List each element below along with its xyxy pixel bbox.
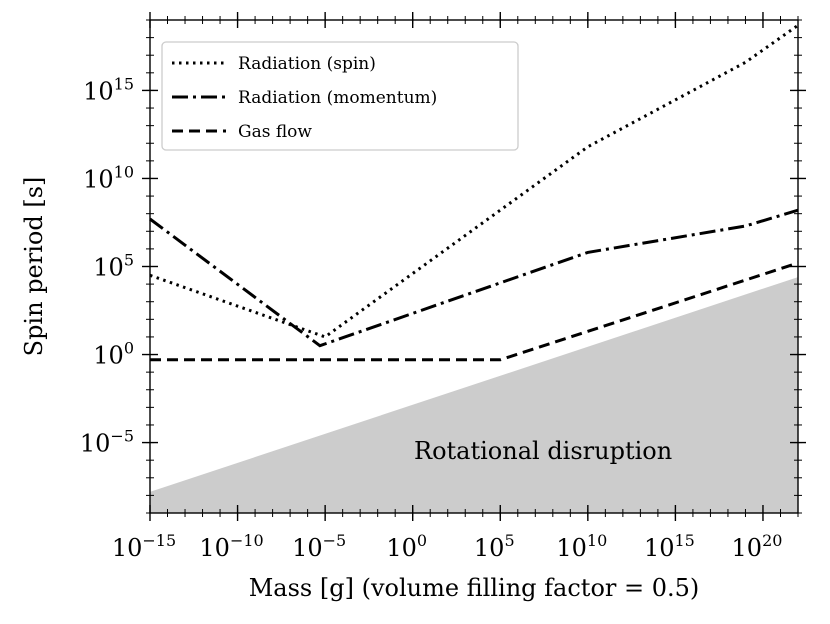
legend-label: Radiation (spin)	[238, 54, 376, 74]
x-axis-label: Mass [g] (volume filling factor = 0.5)	[249, 574, 700, 602]
y-tick-label: 1010	[83, 162, 134, 193]
x-tick-label: 10−5	[292, 531, 346, 562]
y-axis-label: Spin period [s]	[20, 177, 48, 357]
x-tick-label: 10−15	[112, 531, 176, 562]
disruption-region	[150, 277, 798, 513]
y-tick-label: 1015	[83, 74, 134, 105]
legend-box	[161, 41, 519, 151]
x-tick-label: 100	[386, 531, 427, 562]
plot-region	[150, 277, 798, 513]
y-tick-label: 10−5	[80, 427, 134, 458]
series-layer	[149, 24, 799, 362]
series-line-dashed	[150, 261, 799, 362]
plot-frame	[149, 19, 799, 514]
legend-label: Gas flow	[238, 122, 312, 142]
x-tick-label: 105	[474, 531, 515, 562]
x-tick-label: 1020	[732, 531, 783, 562]
y-tick-label: 100	[93, 339, 134, 370]
x-tick-label: 10−10	[199, 531, 263, 562]
x-tick-label: 1015	[644, 531, 695, 562]
ticks-layer: 10−15 10−10 10−5 100 105 1010 1015 1020 10−5 100 1…	[80, 12, 806, 562]
x-tick-label: 1010	[556, 531, 607, 562]
y-tick-label: 105	[93, 251, 134, 282]
series-line-dashdot	[149, 208, 799, 348]
legend-label: Radiation (momentum)	[238, 88, 437, 108]
region-label: Rotational disruption	[414, 437, 672, 465]
legend: Radiation (spin) Radiation (momentum) Gas …	[161, 41, 519, 151]
